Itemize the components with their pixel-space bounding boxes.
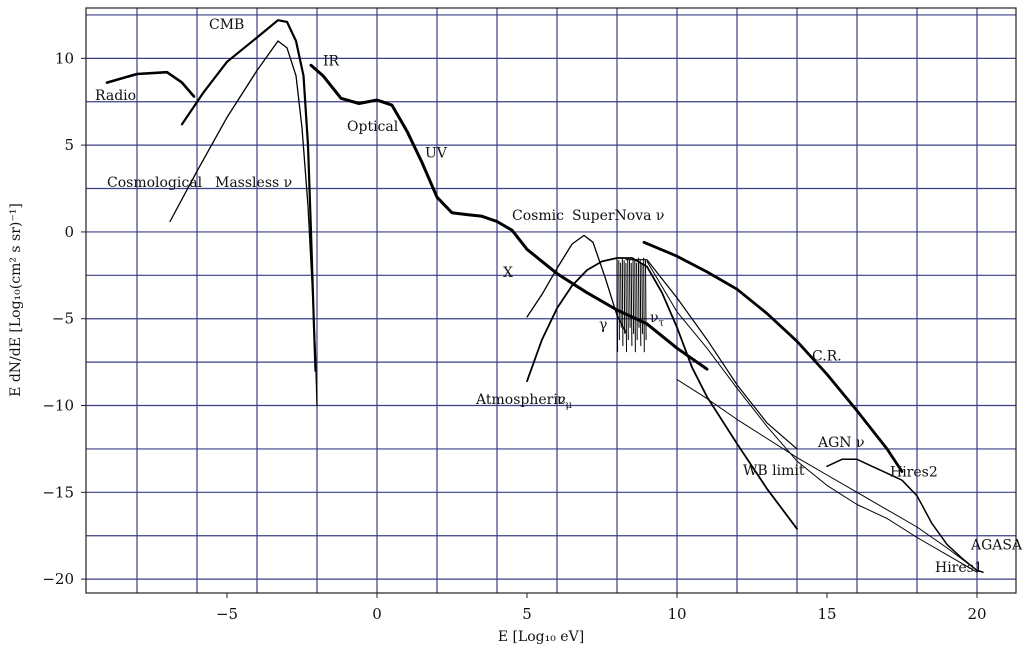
annotation: γ [599,317,607,333]
x-axis-label: E [Log₁₀ eV] [498,629,584,645]
annotation: WB limit [743,463,805,479]
curve-5 [526,234,627,334]
annotation: X [503,265,513,281]
plot-frame [85,7,1017,594]
x-tick-label: 10 [667,605,686,623]
curve-4 [309,63,709,371]
annotation: AGASA [970,538,1023,554]
y-tick-label: −15 [42,483,74,501]
grid-lines [86,8,1016,593]
curve-7 [625,259,798,450]
x-tick-label: 0 [372,605,382,623]
annotation: Cosmological [107,175,203,191]
x-tick-label: 5 [522,605,532,623]
annotations: CMB IR Radio Optical UV Cosmological Massless … [95,17,1023,576]
annotation: Radio [95,88,136,104]
axis-ticks: −5 0 5 10 15 20 10 5 0 −5 −10 −15 −20 [42,49,986,623]
x-tick-label: 15 [817,605,836,623]
annotation: UV [425,145,448,161]
curve-8 [646,260,978,573]
curve-3 [169,40,318,407]
y-axis-label: E dN/dE [Log₁₀(cm² s sr)⁻¹] [8,203,24,397]
x-tick-label: −5 [216,605,238,623]
y-tick-label: −5 [52,310,74,328]
annotation: SuperNova ν [572,208,664,224]
curve-9 [642,240,904,473]
y-tick-label: 10 [55,49,74,67]
annotation: νμ [557,392,573,411]
annotation: CMB [209,17,244,33]
y-tick-label: 0 [64,223,74,241]
curve-2 [180,19,317,372]
curve-6 [526,257,798,530]
nu-tau-spikes [616,257,647,353]
annotation: IR [323,53,340,69]
curve-11 [826,458,984,573]
annotation: AGN ν [817,435,865,451]
annotation: Massless ν [215,175,292,191]
data-curves [105,19,984,573]
y-tick-label: 5 [64,136,74,154]
annotation: C.R. [812,348,842,364]
y-tick-label: −10 [42,397,74,415]
annotation: Cosmic [512,208,564,224]
y-tick-label: −20 [42,570,74,588]
x-tick-label: 20 [967,605,986,623]
curve-1 [105,70,196,98]
annotation: Optical [347,119,399,135]
annotation: Hires1 [935,560,983,576]
annotation: Atmospheric [475,392,566,408]
curve-10 [676,379,978,571]
annotation: Hires2 [890,465,938,481]
